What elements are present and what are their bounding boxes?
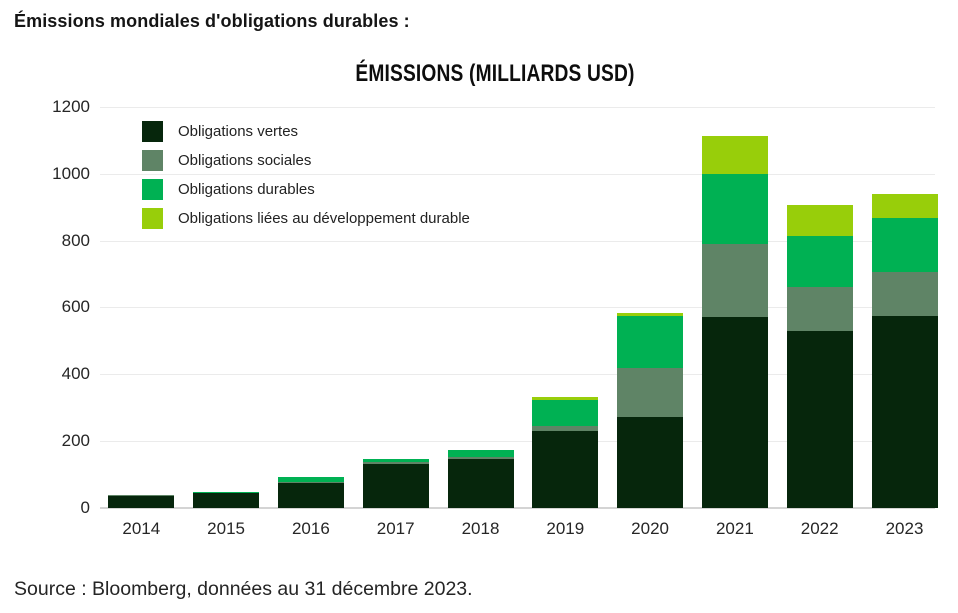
bar-segment-2020-obligations-sociales (617, 367, 684, 418)
x-tick-label-2023: 2023 (885, 519, 924, 538)
y-tick-label-400: 400 (61, 364, 90, 383)
x-tick-label-2021: 2021 (715, 519, 754, 538)
plot-area: Obligations vertes Obligations sociales Ob… (52, 97, 938, 538)
bar-segment-2021-obligations-sociales (701, 243, 768, 317)
gridline-1000 (100, 173, 935, 175)
y-tick-label-200: 200 (61, 430, 90, 450)
bar-segment-2023-obligations-durables (871, 218, 938, 273)
x-tick-label-2016: 2016 (291, 519, 330, 538)
gridline-1200 (100, 107, 935, 108)
x-tick-label-2014: 2014 (122, 519, 161, 538)
y-tick-label-1200: 1200 (52, 97, 90, 116)
bar-segment-2018-obligations-vertes (447, 458, 514, 508)
bar-segment-2016-obligations-vertes (277, 482, 344, 508)
bar-segment-2018-obligations-durables (447, 449, 514, 458)
bar-segment-2019-obligations-li-es-au-d-veloppement-durable (532, 396, 599, 401)
chart-title: ÉMISSIONS (MILLIARDS USD) (355, 60, 635, 87)
x-tick-label-2015: 2015 (207, 519, 245, 538)
bar-segment-2020-obligations-li-es-au-d-veloppement-durable (617, 312, 684, 316)
y-tick-label-0: 0 (80, 497, 90, 517)
x-axis-line (100, 507, 935, 509)
y-tick-label-1000: 1000 (52, 163, 90, 183)
gridline-800 (100, 240, 935, 242)
bar-segment-2018-obligations-sociales (447, 457, 514, 459)
legend-label: Obligations vertes (178, 123, 299, 140)
bar-segment-2016-obligations-sociales (277, 481, 344, 483)
bar-segment-2022-obligations-vertes (786, 330, 853, 508)
bar-segment-2019-obligations-durables (532, 400, 599, 426)
legend-swatch-icon (142, 121, 163, 142)
bar-segment-2020-obligations-vertes (617, 417, 684, 508)
bar-segment-2022-obligations-sociales (786, 287, 853, 331)
x-tick-label-2020: 2020 (631, 519, 669, 538)
bar-segment-2021-obligations-durables (701, 173, 768, 244)
legend-item-obligations-vertes: Obligations vertes (142, 121, 470, 142)
y-tick-label-600: 600 (61, 297, 90, 317)
bar-segment-2023-obligations-vertes (871, 315, 938, 508)
legend-swatch-icon (142, 208, 163, 229)
bar-segment-2020-obligations-durables (617, 315, 684, 368)
bar-segment-2014-obligations-vertes (108, 495, 175, 508)
bar-segment-2023-obligations-li-es-au-d-veloppement-durable (871, 193, 938, 219)
legend: Obligations vertes Obligations sociales Ob… (142, 121, 470, 237)
gridline-200 (100, 440, 935, 442)
x-tick-label-2019: 2019 (546, 519, 585, 538)
bar-segment-2023-obligations-sociales (871, 272, 938, 316)
legend-item-obligations-sociales: Obligations sociales (142, 150, 470, 171)
bar-segment-2017-obligations-durables (362, 459, 429, 462)
gridline-400 (100, 374, 935, 375)
bar-segment-2016-obligations-durables (277, 477, 344, 482)
legend-label: Obligations liées au développement durab… (178, 210, 470, 227)
bar-segment-2019-obligations-sociales (532, 425, 599, 431)
legend-item-obligations-li-es-au-d-veloppement-durable: Obligations liées au développement durab… (142, 208, 470, 229)
y-tick-label-800: 800 (61, 230, 90, 250)
x-tick-label-2017: 2017 (376, 519, 415, 538)
bar-segment-2017-obligations-vertes (362, 464, 429, 508)
legend-swatch-icon (142, 150, 163, 171)
source-note: Source : Bloomberg, données au 31 décemb… (14, 578, 473, 600)
gridline-600 (100, 307, 935, 309)
bar-segment-2022-obligations-durables (786, 235, 853, 288)
legend-label: Obligations sociales (178, 152, 312, 169)
bar-segment-2022-obligations-li-es-au-d-veloppement-durable (786, 204, 853, 236)
bar-segment-2021-obligations-li-es-au-d-veloppement-durable (701, 136, 768, 174)
bar-segment-2019-obligations-vertes (532, 430, 599, 508)
bar-segment-2015-obligations-vertes (193, 492, 260, 508)
x-tick-label-2018: 2018 (461, 519, 500, 538)
legend-item-obligations-durables: Obligations durables (142, 179, 470, 200)
bar-segment-2017-obligations-sociales (362, 461, 429, 465)
x-tick-label-2022: 2022 (800, 519, 839, 538)
bar-segment-2021-obligations-vertes (701, 316, 768, 508)
legend-label: Obligations durables (178, 181, 315, 198)
page-title: Émissions mondiales d'obligations durabl… (14, 11, 410, 31)
legend-swatch-icon (142, 179, 163, 200)
